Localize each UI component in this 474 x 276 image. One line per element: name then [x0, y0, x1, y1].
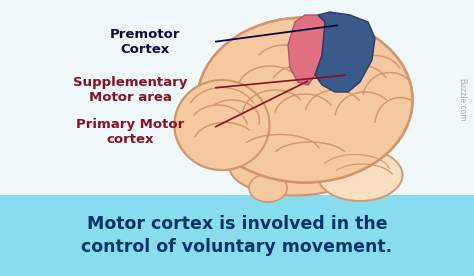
Text: Motor cortex is involved in the
control of voluntary movement.: Motor cortex is involved in the control … — [82, 215, 392, 256]
Text: Buzzle.com: Buzzle.com — [457, 78, 466, 122]
Bar — [0, 195, 474, 276]
Ellipse shape — [174, 80, 270, 170]
Ellipse shape — [198, 17, 412, 182]
Text: Primary Motor
cortex: Primary Motor cortex — [76, 118, 184, 146]
Ellipse shape — [318, 149, 402, 201]
Ellipse shape — [249, 174, 287, 202]
Text: Premotor
Cortex: Premotor Cortex — [110, 28, 180, 56]
Polygon shape — [288, 15, 325, 85]
Ellipse shape — [174, 80, 270, 170]
Ellipse shape — [230, 140, 360, 195]
Ellipse shape — [198, 17, 412, 182]
Polygon shape — [315, 12, 375, 92]
Text: Supplementary
Motor area: Supplementary Motor area — [73, 76, 187, 104]
